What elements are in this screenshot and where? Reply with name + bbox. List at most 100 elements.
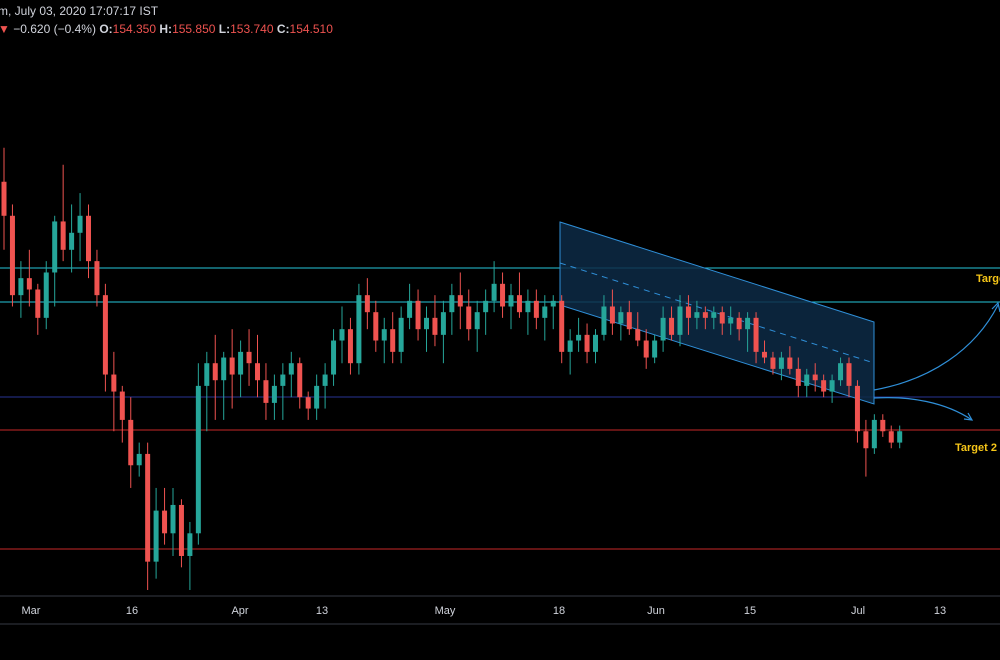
candle-down[interactable] [364, 295, 370, 313]
candle-down[interactable] [162, 510, 168, 534]
candle-down[interactable] [795, 368, 801, 386]
candle-down[interactable] [821, 380, 827, 392]
candle-down[interactable] [26, 278, 32, 290]
candle-up[interactable] [356, 295, 362, 364]
candle-up[interactable] [593, 334, 598, 352]
candle-down[interactable] [212, 363, 218, 381]
candle-up[interactable] [440, 312, 446, 335]
candle-down[interactable] [60, 221, 66, 250]
target-1-arrow[interactable] [873, 304, 999, 391]
candle-up[interactable] [43, 272, 49, 318]
candle-up[interactable] [280, 374, 286, 386]
candle-down[interactable] [297, 363, 303, 398]
candle-up[interactable] [508, 295, 514, 307]
candle-up[interactable] [711, 312, 717, 318]
candle-down[interactable] [812, 374, 818, 381]
candle-down[interactable] [128, 419, 134, 466]
candle-down[interactable] [432, 317, 438, 335]
candle-up[interactable] [897, 431, 903, 443]
candle-down[interactable] [753, 317, 759, 352]
candle-up[interactable] [52, 221, 58, 273]
candle-up[interactable] [339, 329, 345, 341]
candle-down[interactable] [770, 357, 776, 369]
candle-down[interactable] [559, 300, 565, 352]
candle-up[interactable] [288, 363, 294, 375]
candle-down[interactable] [9, 215, 15, 296]
candle-up[interactable] [829, 380, 835, 392]
candle-down[interactable] [390, 329, 396, 352]
candle-up[interactable] [567, 340, 573, 352]
candle-down[interactable] [94, 261, 100, 296]
candle-down[interactable] [466, 306, 472, 330]
candle-up[interactable] [576, 334, 582, 341]
candle-up[interactable] [331, 340, 337, 375]
candle-down[interactable] [863, 431, 869, 449]
candle-down[interactable] [669, 317, 675, 335]
candle-up[interactable] [18, 278, 24, 296]
candle-down[interactable] [145, 453, 151, 562]
candle-down[interactable] [119, 391, 125, 420]
candle-up[interactable] [195, 385, 201, 534]
candle-up[interactable] [314, 385, 320, 409]
candle-down[interactable] [635, 329, 641, 341]
candle-up[interactable] [778, 357, 784, 369]
candle-up[interactable] [136, 453, 142, 466]
candle-down[interactable] [35, 289, 41, 318]
candle-up[interactable] [652, 340, 658, 358]
candle-down[interactable] [736, 317, 742, 330]
candle-down[interactable] [415, 300, 421, 330]
candle-down[interactable] [1, 181, 7, 216]
candle-down[interactable] [846, 363, 852, 386]
candle-up[interactable] [238, 351, 244, 375]
candle-up[interactable] [221, 357, 227, 381]
candle-up[interactable] [838, 363, 844, 381]
candle-down[interactable] [719, 312, 725, 324]
candle-down[interactable] [626, 312, 632, 330]
candle-up[interactable] [407, 300, 413, 318]
candle-up[interactable] [153, 510, 159, 562]
candle-up[interactable] [77, 215, 83, 233]
candle-down[interactable] [880, 419, 886, 432]
candle-up[interactable] [271, 385, 277, 403]
candle-up[interactable] [660, 317, 666, 341]
candle-down[interactable] [888, 431, 894, 443]
candle-down[interactable] [373, 312, 379, 341]
candle-down[interactable] [102, 295, 108, 375]
candle-up[interactable] [525, 300, 531, 313]
candle-down[interactable] [305, 397, 311, 409]
candle-up[interactable] [187, 533, 193, 556]
candle-up[interactable] [694, 312, 700, 318]
candle-up[interactable] [449, 295, 455, 313]
candle-up[interactable] [677, 306, 683, 335]
candle-down[interactable] [584, 334, 590, 352]
candle-up[interactable] [69, 232, 75, 250]
candle-up[interactable] [804, 374, 810, 386]
candle-down[interactable] [86, 215, 91, 262]
candle-down[interactable] [609, 306, 615, 324]
candle-down[interactable] [246, 351, 252, 364]
candle-down[interactable] [500, 283, 506, 307]
candle-up[interactable] [618, 312, 624, 324]
candle-up[interactable] [424, 317, 429, 330]
candle-up[interactable] [204, 363, 210, 386]
candle-up[interactable] [601, 306, 607, 335]
candle-down[interactable] [229, 357, 235, 375]
candle-down[interactable] [854, 385, 860, 432]
candle-up[interactable] [474, 312, 480, 330]
candle-up[interactable] [491, 283, 497, 301]
candle-down[interactable] [178, 504, 184, 556]
descending-channel[interactable] [559, 221, 875, 405]
candle-down[interactable] [263, 380, 269, 403]
candle-up[interactable] [381, 329, 387, 341]
candle-up[interactable] [483, 300, 489, 313]
candle-up[interactable] [871, 419, 877, 449]
candle-down[interactable] [111, 374, 117, 392]
candle-up[interactable] [398, 317, 404, 352]
candle-down[interactable] [533, 300, 539, 318]
candle-down[interactable] [347, 329, 353, 364]
candle-up[interactable] [542, 306, 548, 318]
candle-down[interactable] [685, 306, 691, 318]
candle-up[interactable] [170, 504, 176, 534]
candle-down[interactable] [457, 295, 463, 307]
candle-down[interactable] [762, 351, 767, 358]
